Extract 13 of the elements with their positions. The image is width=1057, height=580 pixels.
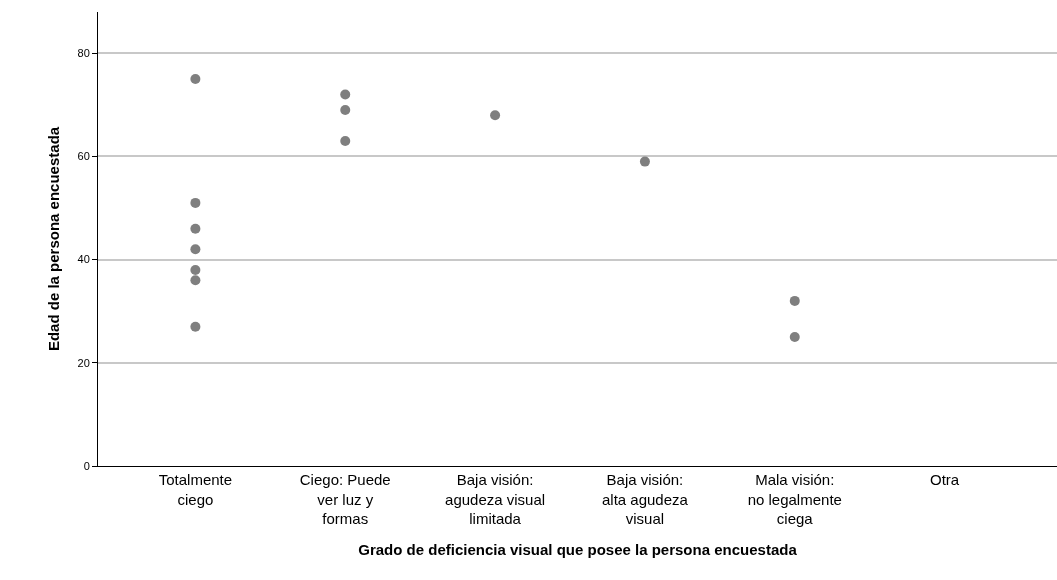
y-tick-label: 40	[77, 253, 90, 266]
y-tick-label: 60	[77, 150, 90, 163]
x-tick-label: Ciego: Puede ver luz y formas	[299, 471, 391, 527]
y-tick-label: 80	[77, 47, 90, 60]
y-tick-label: 0	[83, 459, 90, 472]
y-tick-label: 20	[77, 356, 90, 369]
x-axis-title: Grado de deficiencia visual que posee la persona encuestada	[358, 541, 798, 558]
x-tick-label: Totalmente ciego	[158, 471, 233, 508]
x-tick-label: Otra	[930, 471, 960, 488]
y-axis-title: Edad de la persona encuestada	[44, 126, 62, 352]
x-tick-label: Mala visión: no legalmente ciega	[747, 471, 842, 527]
x-tick-label: Baja visión: agudeza visual limitada	[445, 471, 546, 527]
x-tick-label: Baja visión: alta agudeza visual	[601, 471, 689, 527]
